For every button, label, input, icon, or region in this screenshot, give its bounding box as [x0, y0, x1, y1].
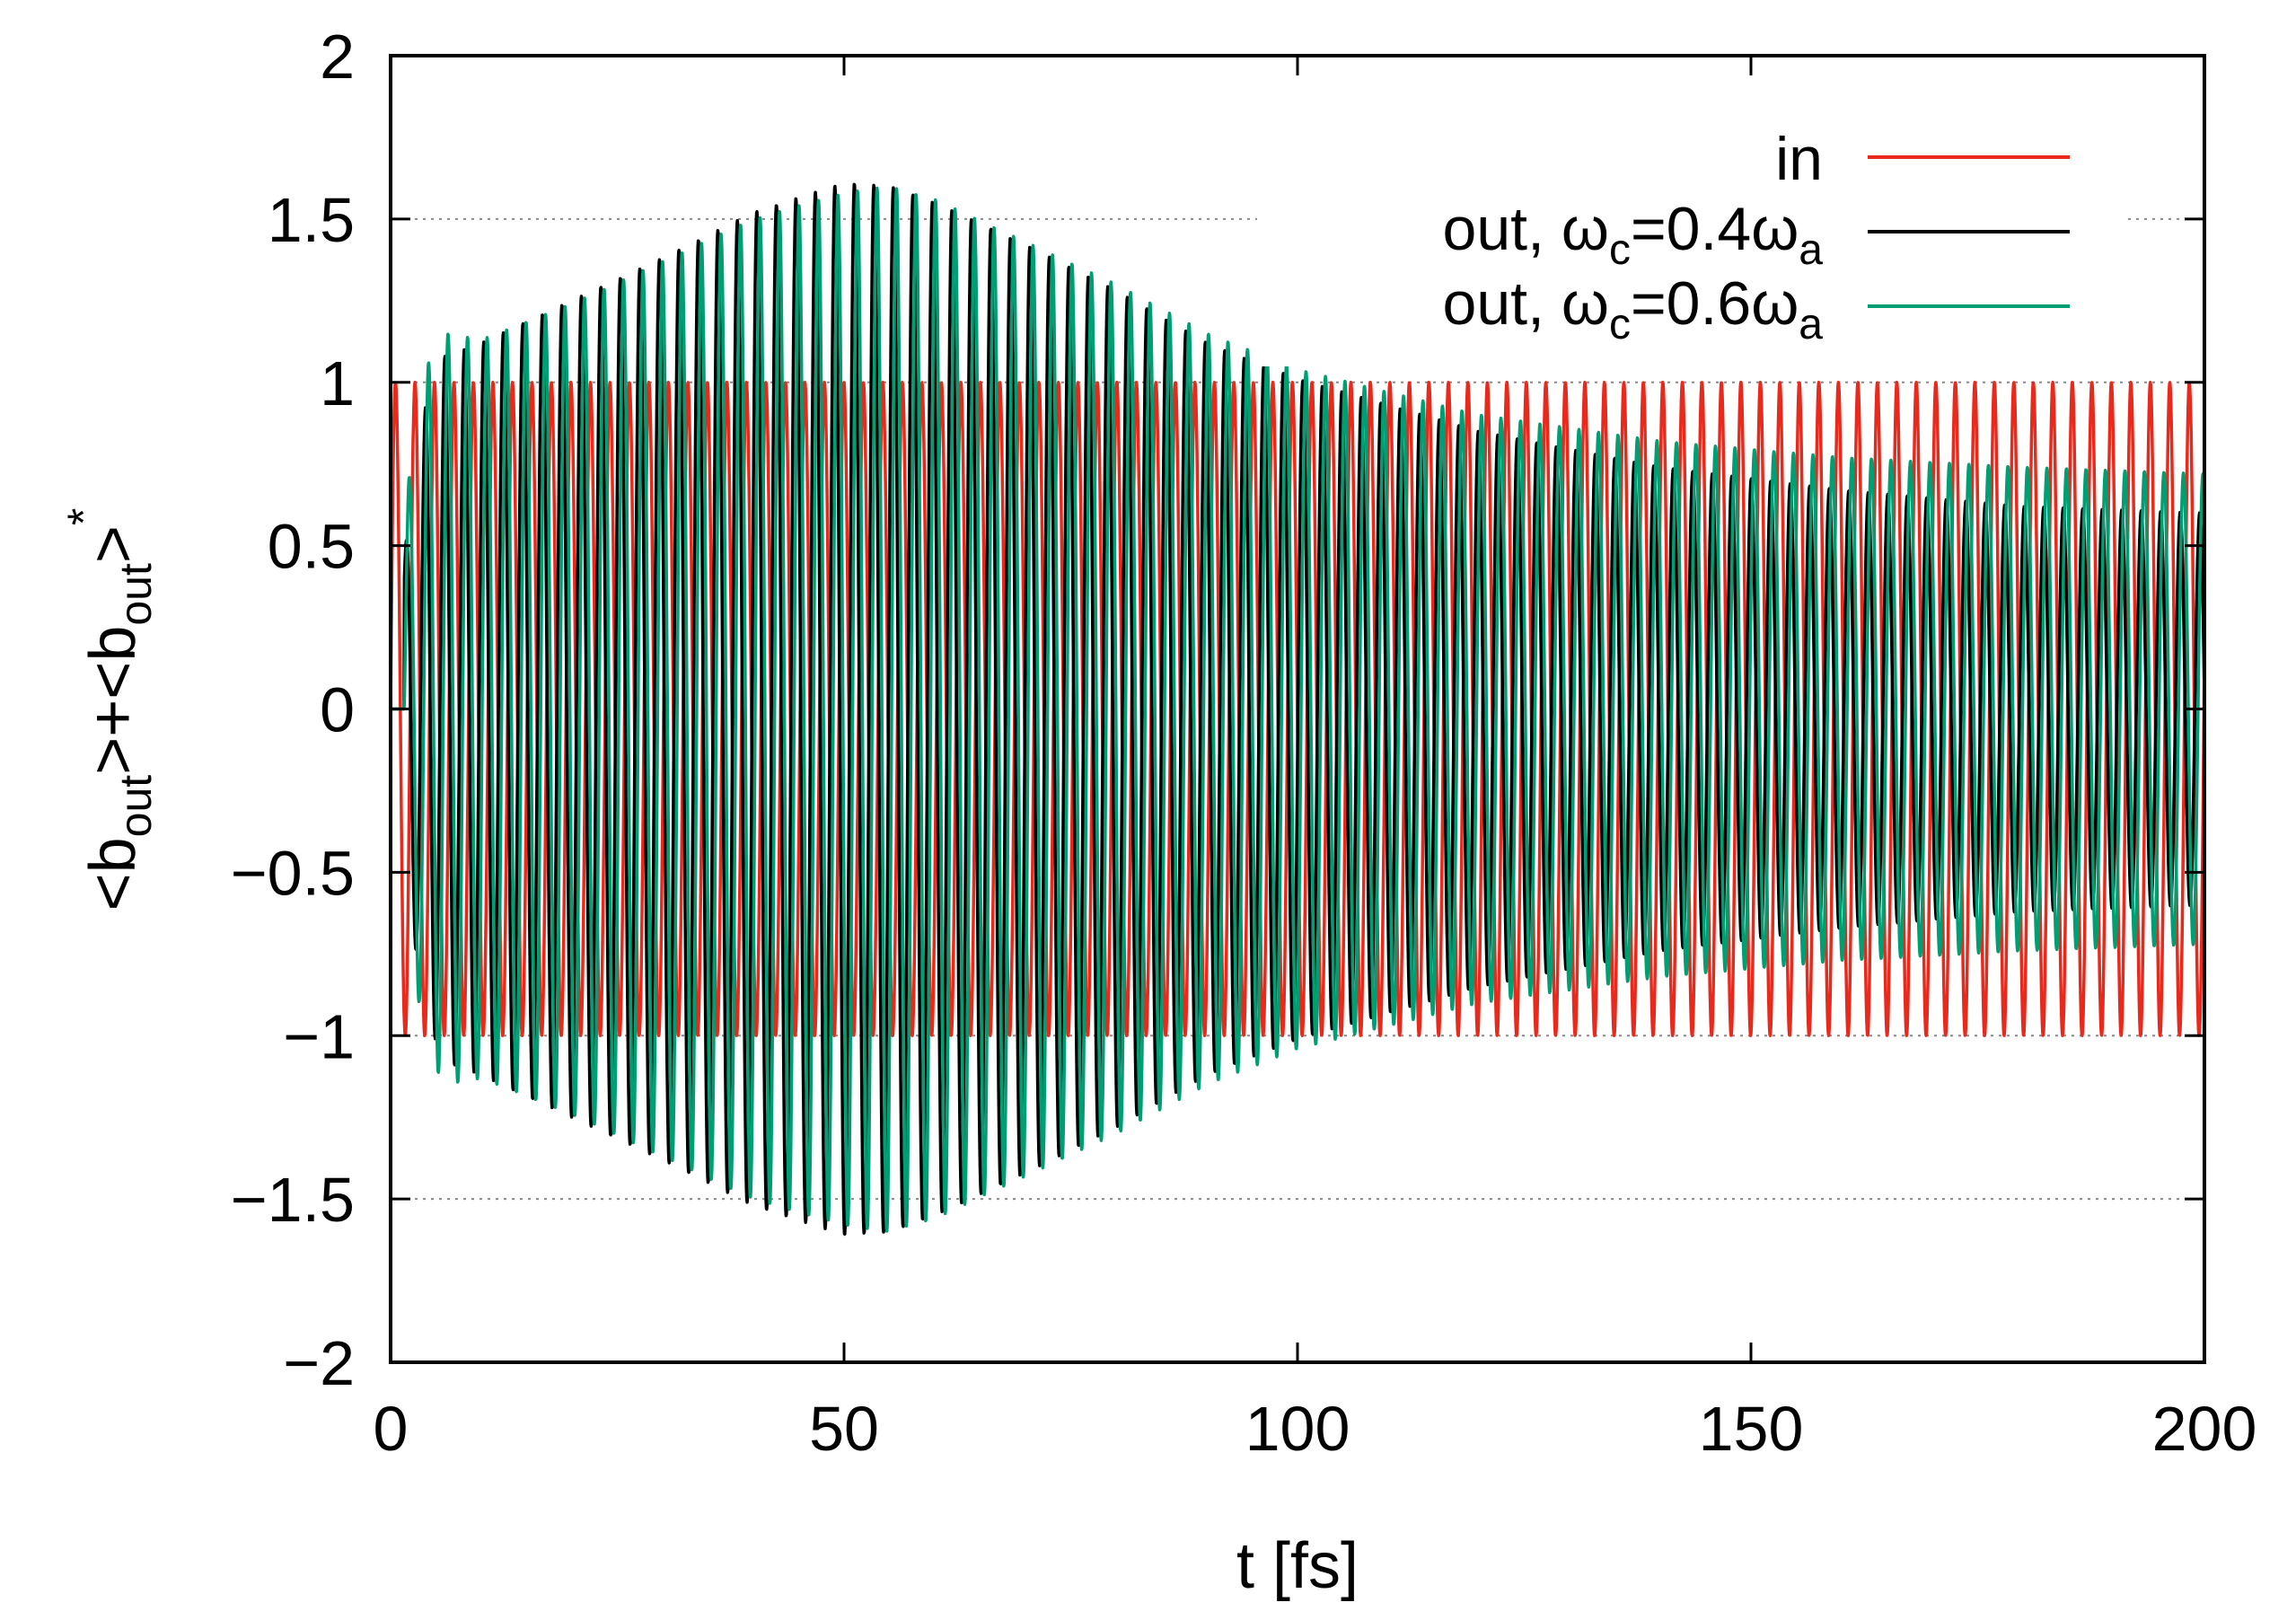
y-tick-label: −0.5: [231, 838, 355, 908]
legend: in out, ωc=0.4ωa out, ωc=0.6ωa: [1257, 106, 2128, 366]
x-axis-title: t [fs]: [1236, 1530, 1359, 1602]
legend-background: [1257, 106, 2128, 366]
x-tick-label: 50: [809, 1394, 879, 1464]
x-tick-label: 0: [374, 1394, 409, 1464]
y-tick-label: 0.5: [268, 512, 355, 582]
legend-label-in: in: [1775, 125, 1823, 193]
series-layer: [391, 182, 2204, 1237]
y-tick-label: 1.5: [268, 185, 355, 255]
series-out-06: [391, 186, 2204, 1233]
y-tick-label: −1.5: [231, 1165, 355, 1235]
x-tick-label: 150: [1699, 1394, 1804, 1464]
x-tick-label: 100: [1245, 1394, 1350, 1464]
y-tick-label: −1: [283, 1001, 355, 1071]
x-tick-label: 200: [2152, 1394, 2257, 1464]
axis-ticks: [389, 54, 2206, 1364]
y-tick-label: −2: [283, 1328, 355, 1398]
y-axis-title: <bout>+<bout>*: [58, 508, 161, 911]
series-out-04: [391, 182, 2204, 1237]
legend-label-out-06: out, ωc=0.6ωa: [1443, 269, 1824, 348]
y-tick-label: 0: [320, 675, 355, 745]
y-tick-label: 1: [320, 348, 355, 418]
axis-tick-labels: 0 50 100 150 200 −2 −1.5 −1 −0.5 0 0.5 1 1.5 2: [231, 22, 2257, 1464]
legend-label-out-04: out, ωc=0.4ωa: [1443, 195, 1824, 274]
y-tick-label: 2: [320, 22, 355, 92]
